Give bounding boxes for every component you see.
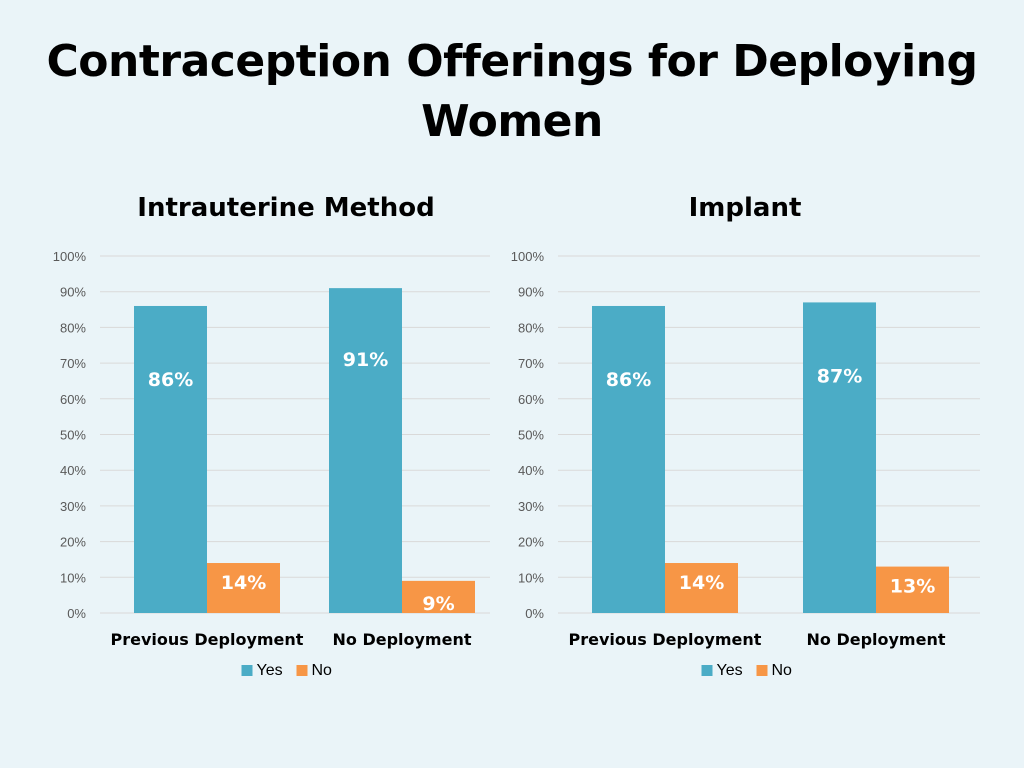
- legend-swatch-yes: [241, 665, 253, 676]
- y-tick-label: 70%: [60, 356, 86, 371]
- legend-swatch-no: [756, 665, 768, 676]
- y-tick-label: 0%: [525, 606, 544, 621]
- data-label-no-previous-deployment: 14%: [221, 572, 266, 594]
- y-tick-label: 100%: [511, 249, 545, 264]
- y-tick-label: 80%: [60, 320, 86, 335]
- legend-swatch-yes: [701, 665, 713, 676]
- chart-title: Implant: [689, 193, 802, 223]
- legend-label-yes: Yes: [257, 662, 283, 679]
- legend-label-no: No: [312, 662, 333, 679]
- bar-yes-previous-deployment: [592, 305, 665, 613]
- y-tick-label: 0%: [67, 606, 86, 621]
- y-tick-label: 40%: [518, 463, 544, 478]
- legend-label-yes: Yes: [717, 662, 743, 679]
- bar-no-no-deployment: [876, 566, 949, 613]
- chart-intrauterine-method: Intrauterine Method 0% 10% 20% 30% 40% 50% 60% 7…: [53, 193, 490, 679]
- data-label-no-no-deployment: 13%: [890, 576, 935, 598]
- y-tick-label: 30%: [60, 499, 86, 514]
- y-tick-label: 60%: [60, 392, 86, 407]
- bar-no-previous-deployment: [207, 563, 280, 613]
- data-label-no-no-deployment: 9%: [422, 593, 454, 615]
- y-tick-label: 10%: [518, 570, 544, 585]
- data-label-yes-previous-deployment: 86%: [606, 369, 651, 391]
- y-tick-label: 10%: [60, 570, 86, 585]
- y-tick-label: 30%: [518, 499, 544, 514]
- y-tick-label: 50%: [60, 428, 86, 443]
- y-tick-label: 20%: [60, 535, 86, 550]
- bar-no-previous-deployment: [665, 563, 738, 613]
- category-label: No Deployment: [806, 630, 945, 649]
- y-tick-label: 90%: [518, 285, 544, 300]
- legend-label-no: No: [772, 662, 793, 679]
- bar-yes-no-deployment: [803, 302, 876, 613]
- y-tick-label: 100%: [53, 249, 87, 264]
- y-tick-label: 90%: [60, 285, 86, 300]
- chart-title: Intrauterine Method: [137, 193, 434, 223]
- slide-title: Contraception Offerings for Deploying Wo…: [46, 36, 978, 147]
- y-tick-label: 20%: [518, 535, 544, 550]
- chart-implant: Implant 0% 10% 20% 30% 40% 50% 60% 70% 80% 90% 100%…: [511, 193, 980, 679]
- y-tick-label: 80%: [518, 320, 544, 335]
- data-label-yes-previous-deployment: 86%: [148, 369, 193, 391]
- y-tick-label: 40%: [60, 463, 86, 478]
- bar-no-no-deployment: [402, 580, 475, 613]
- y-tick-label: 50%: [518, 428, 544, 443]
- data-label-no-previous-deployment: 14%: [679, 572, 724, 594]
- legend-swatch-no: [296, 665, 308, 676]
- y-tick-label: 70%: [518, 356, 544, 371]
- bar-yes-no-deployment: [329, 288, 402, 613]
- category-label: No Deployment: [332, 630, 471, 649]
- bar-yes-previous-deployment: [134, 305, 207, 613]
- y-tick-label: 60%: [518, 392, 544, 407]
- category-label: Previous Deployment: [569, 630, 762, 649]
- data-label-yes-no-deployment: 91%: [343, 349, 388, 371]
- data-label-yes-no-deployment: 87%: [817, 365, 862, 387]
- category-label: Previous Deployment: [111, 630, 304, 649]
